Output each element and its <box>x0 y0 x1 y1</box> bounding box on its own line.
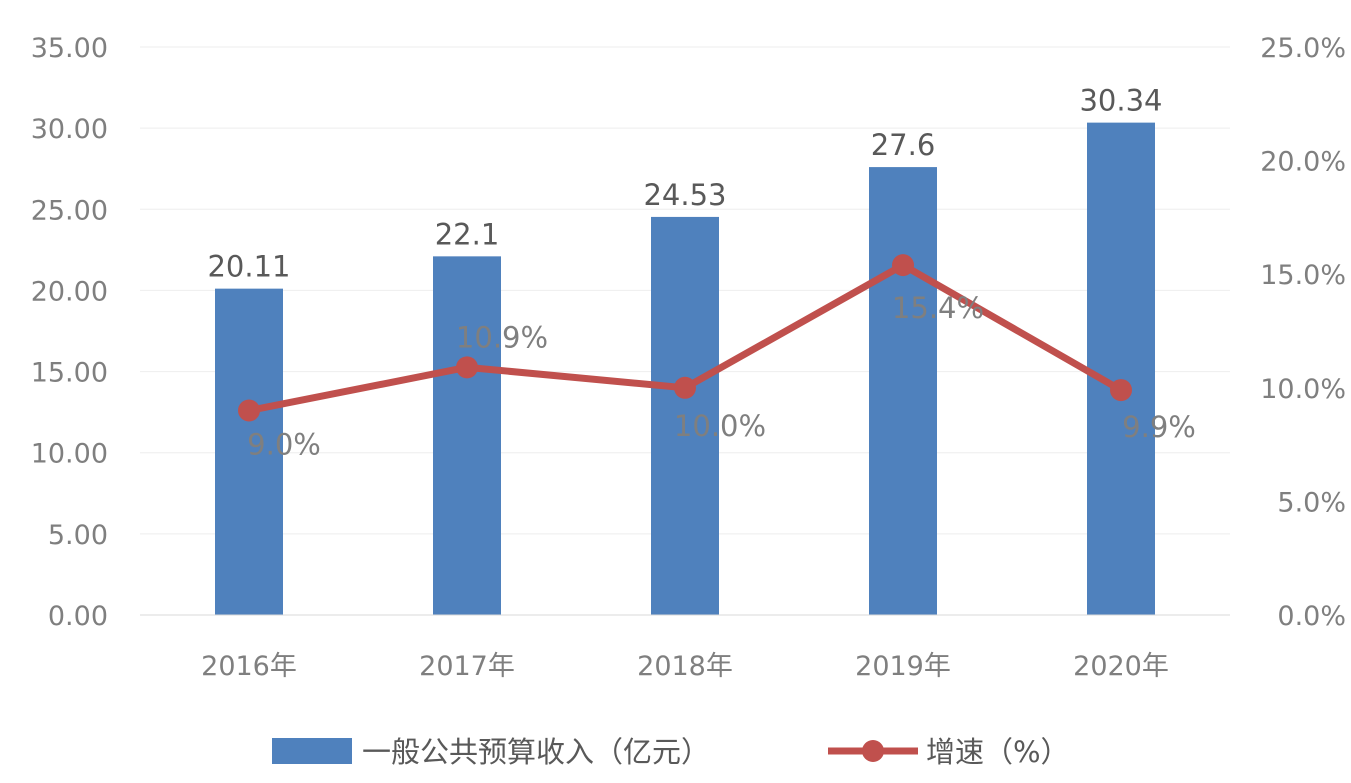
x-tick-label: 2018年 <box>637 651 733 682</box>
legend-swatch-marker <box>862 740 884 762</box>
y-left-tick-label: 25.00 <box>31 195 108 226</box>
line-data-labels: 9.0% 10.9% 10.0% 15.4% 9.9% <box>247 291 1196 461</box>
y-right-tick-label: 25.0% <box>1260 33 1346 64</box>
bar-value-label: 30.34 <box>1079 84 1162 118</box>
bar-value-label: 27.6 <box>871 128 936 162</box>
y-left-tick-label: 5.00 <box>48 520 108 551</box>
bar-series <box>215 122 1155 615</box>
bar <box>433 256 501 615</box>
line-value-label: 9.9% <box>1122 410 1196 444</box>
x-tick-label: 2019年 <box>855 651 951 682</box>
line-series <box>238 254 1132 422</box>
y-right-tick-label: 10.0% <box>1260 374 1346 405</box>
y-right-tick-label: 20.0% <box>1260 147 1346 178</box>
bar-value-label: 24.53 <box>643 178 726 212</box>
line-point <box>892 254 914 277</box>
y-left-tick-label: 20.00 <box>31 276 108 307</box>
legend-label-bar: 一般公共预算收入（亿元） <box>362 735 710 769</box>
line-point <box>238 399 260 422</box>
line-point <box>674 376 696 399</box>
y-right-tick-label: 0.0% <box>1277 601 1346 632</box>
x-tick-label: 2016年 <box>201 651 297 682</box>
y-left-tick-label: 0.00 <box>48 601 108 632</box>
line-point <box>456 356 478 379</box>
x-axis-tick-labels: 2016年 2017年 2018年 2019年 2020年 <box>201 651 1169 682</box>
y-left-tick-label: 30.00 <box>31 114 108 145</box>
x-tick-label: 2020年 <box>1073 651 1169 682</box>
line-value-label: 15.4% <box>892 291 984 325</box>
bar-value-label: 22.1 <box>435 217 500 251</box>
bar <box>651 216 719 615</box>
line-value-label: 10.0% <box>674 409 766 443</box>
legend-label-line: 增速（%） <box>926 735 1070 769</box>
y-left-tick-label: 35.00 <box>31 33 108 64</box>
bar-value-label: 20.11 <box>207 250 290 284</box>
bar <box>1087 122 1155 615</box>
legend-swatch-bar <box>272 738 352 764</box>
line-value-label: 9.0% <box>247 428 321 462</box>
y-axis-right: 0.0% 5.0% 10.0% 15.0% 20.0% 25.0% <box>1260 33 1346 632</box>
line-point <box>1110 379 1132 402</box>
bar <box>215 288 283 615</box>
line-value-label: 10.9% <box>456 320 548 354</box>
y-axis-left: 0.00 5.00 10.00 15.00 20.00 25.00 30.00 35.00 <box>31 33 108 632</box>
y-right-tick-label: 15.0% <box>1260 260 1346 291</box>
y-right-tick-label: 5.0% <box>1277 487 1346 518</box>
x-tick-label: 2017年 <box>419 651 515 682</box>
y-left-tick-label: 15.00 <box>31 358 108 389</box>
bar-data-labels: 20.11 22.1 24.53 27.6 30.34 <box>207 84 1162 284</box>
bar <box>869 167 937 615</box>
y-left-tick-label: 10.00 <box>31 439 108 470</box>
legend: 一般公共预算收入（亿元） 增速（%） <box>272 735 1070 769</box>
